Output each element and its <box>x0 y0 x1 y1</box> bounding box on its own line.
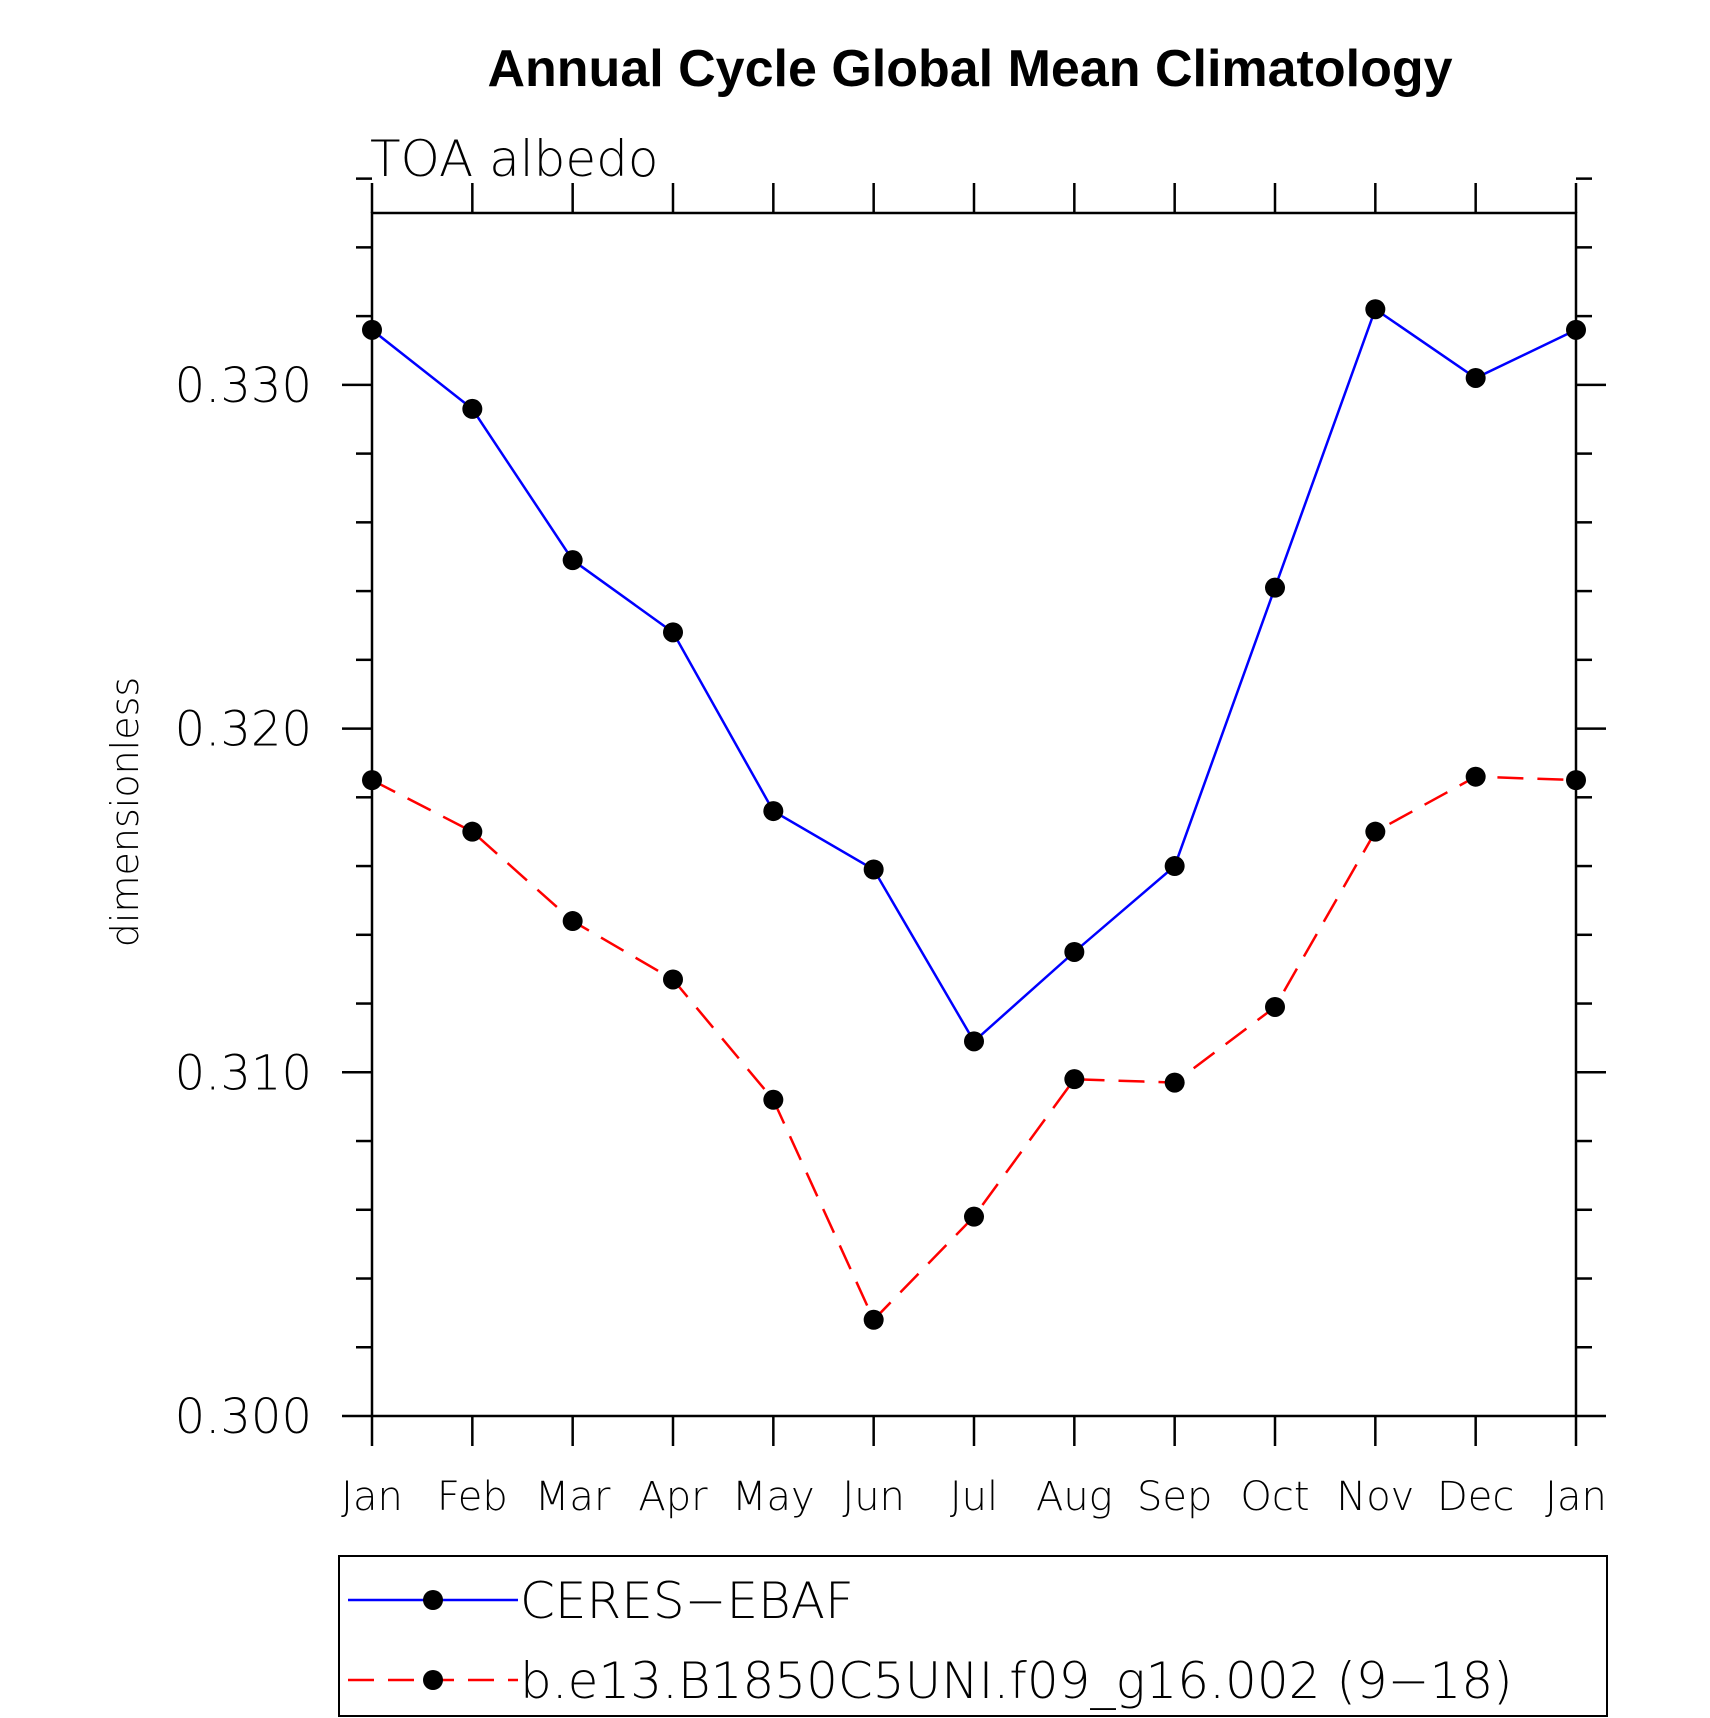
series-1-point <box>362 319 382 340</box>
series-2-point <box>763 1089 784 1110</box>
series-1-point <box>1064 941 1085 962</box>
series-1-point <box>1465 367 1486 388</box>
series-layer <box>362 299 1586 1330</box>
series-1-point <box>964 1031 984 1052</box>
series-2-point <box>562 911 583 932</box>
series-2-point <box>1465 766 1486 787</box>
series-2-point <box>1064 1069 1085 1090</box>
x-tick-labels: Jan Feb Mar Apr May Jun Jul Aug Sep Oct Nov Dec Jan <box>341 1474 1607 1520</box>
chart-subtitle: TOA albedo <box>370 130 658 188</box>
chart-title: Annual Cycle Global Mean Climatology <box>487 40 1452 98</box>
series-2-point <box>1566 770 1586 791</box>
series-2-point <box>663 969 683 990</box>
x-tick-label: Jan <box>341 1474 403 1520</box>
plot-frame <box>370 211 1578 1418</box>
x-tick-label: May <box>732 1474 815 1520</box>
series-1-point <box>462 398 483 419</box>
series-2-point <box>462 821 483 842</box>
x-tick-label: Nov <box>1336 1474 1414 1520</box>
y-tick-label: 0.310 <box>175 1045 312 1101</box>
y-tick-labels: 0.300 0.310 0.320 0.330 <box>175 358 312 1445</box>
series-1-point <box>1365 299 1386 320</box>
legend-label-2: b.e13.B1850C5UNI.f09_g16.002 (9−18) <box>520 1652 1513 1710</box>
series-1-point <box>1164 856 1185 877</box>
x-tick-label: Jul <box>950 1474 998 1520</box>
y-tick-label: 0.320 <box>175 702 312 758</box>
x-tick-label: Jan <box>1545 1474 1607 1520</box>
series-1-point <box>1566 319 1586 340</box>
series-2-point <box>863 1309 884 1330</box>
y-tick-label: 0.330 <box>175 358 312 414</box>
series-2-point <box>1164 1072 1185 1093</box>
series-2-point <box>964 1206 984 1227</box>
series-2-point <box>1365 821 1386 842</box>
x-tick-label: Sep <box>1137 1474 1212 1520</box>
series-1-point <box>863 859 884 880</box>
legend-marker-2 <box>423 1670 443 1690</box>
y-tick-label: 0.300 <box>175 1389 312 1445</box>
x-tick-label: Mar <box>535 1474 611 1520</box>
x-tick-label: Apr <box>638 1474 708 1520</box>
series-1-point <box>562 550 583 571</box>
series-1-point <box>1265 577 1285 598</box>
x-tick-label: Aug <box>1036 1474 1113 1520</box>
legend-label-1: CERES−EBAF <box>520 1572 854 1630</box>
legend-marker-1 <box>423 1590 443 1610</box>
x-tick-label: Dec <box>1437 1474 1514 1520</box>
series-2-point <box>362 770 382 791</box>
axis-ticks <box>342 177 1606 1446</box>
legend: CERES−EBAF b.e13.B1850C5UNI.f09_g16.002 (… <box>338 1555 1608 1717</box>
series-2-point <box>1265 996 1285 1017</box>
x-tick-label: Feb <box>437 1474 508 1520</box>
y-axis-label: dimensionless <box>103 677 147 947</box>
series-1-point <box>663 622 683 643</box>
series-line-1 <box>371 307 1577 1044</box>
legend-box <box>338 1555 1608 1717</box>
series-1-point <box>763 801 784 822</box>
x-tick-label: Jun <box>842 1474 905 1520</box>
x-tick-label: Oct <box>1240 1474 1309 1520</box>
